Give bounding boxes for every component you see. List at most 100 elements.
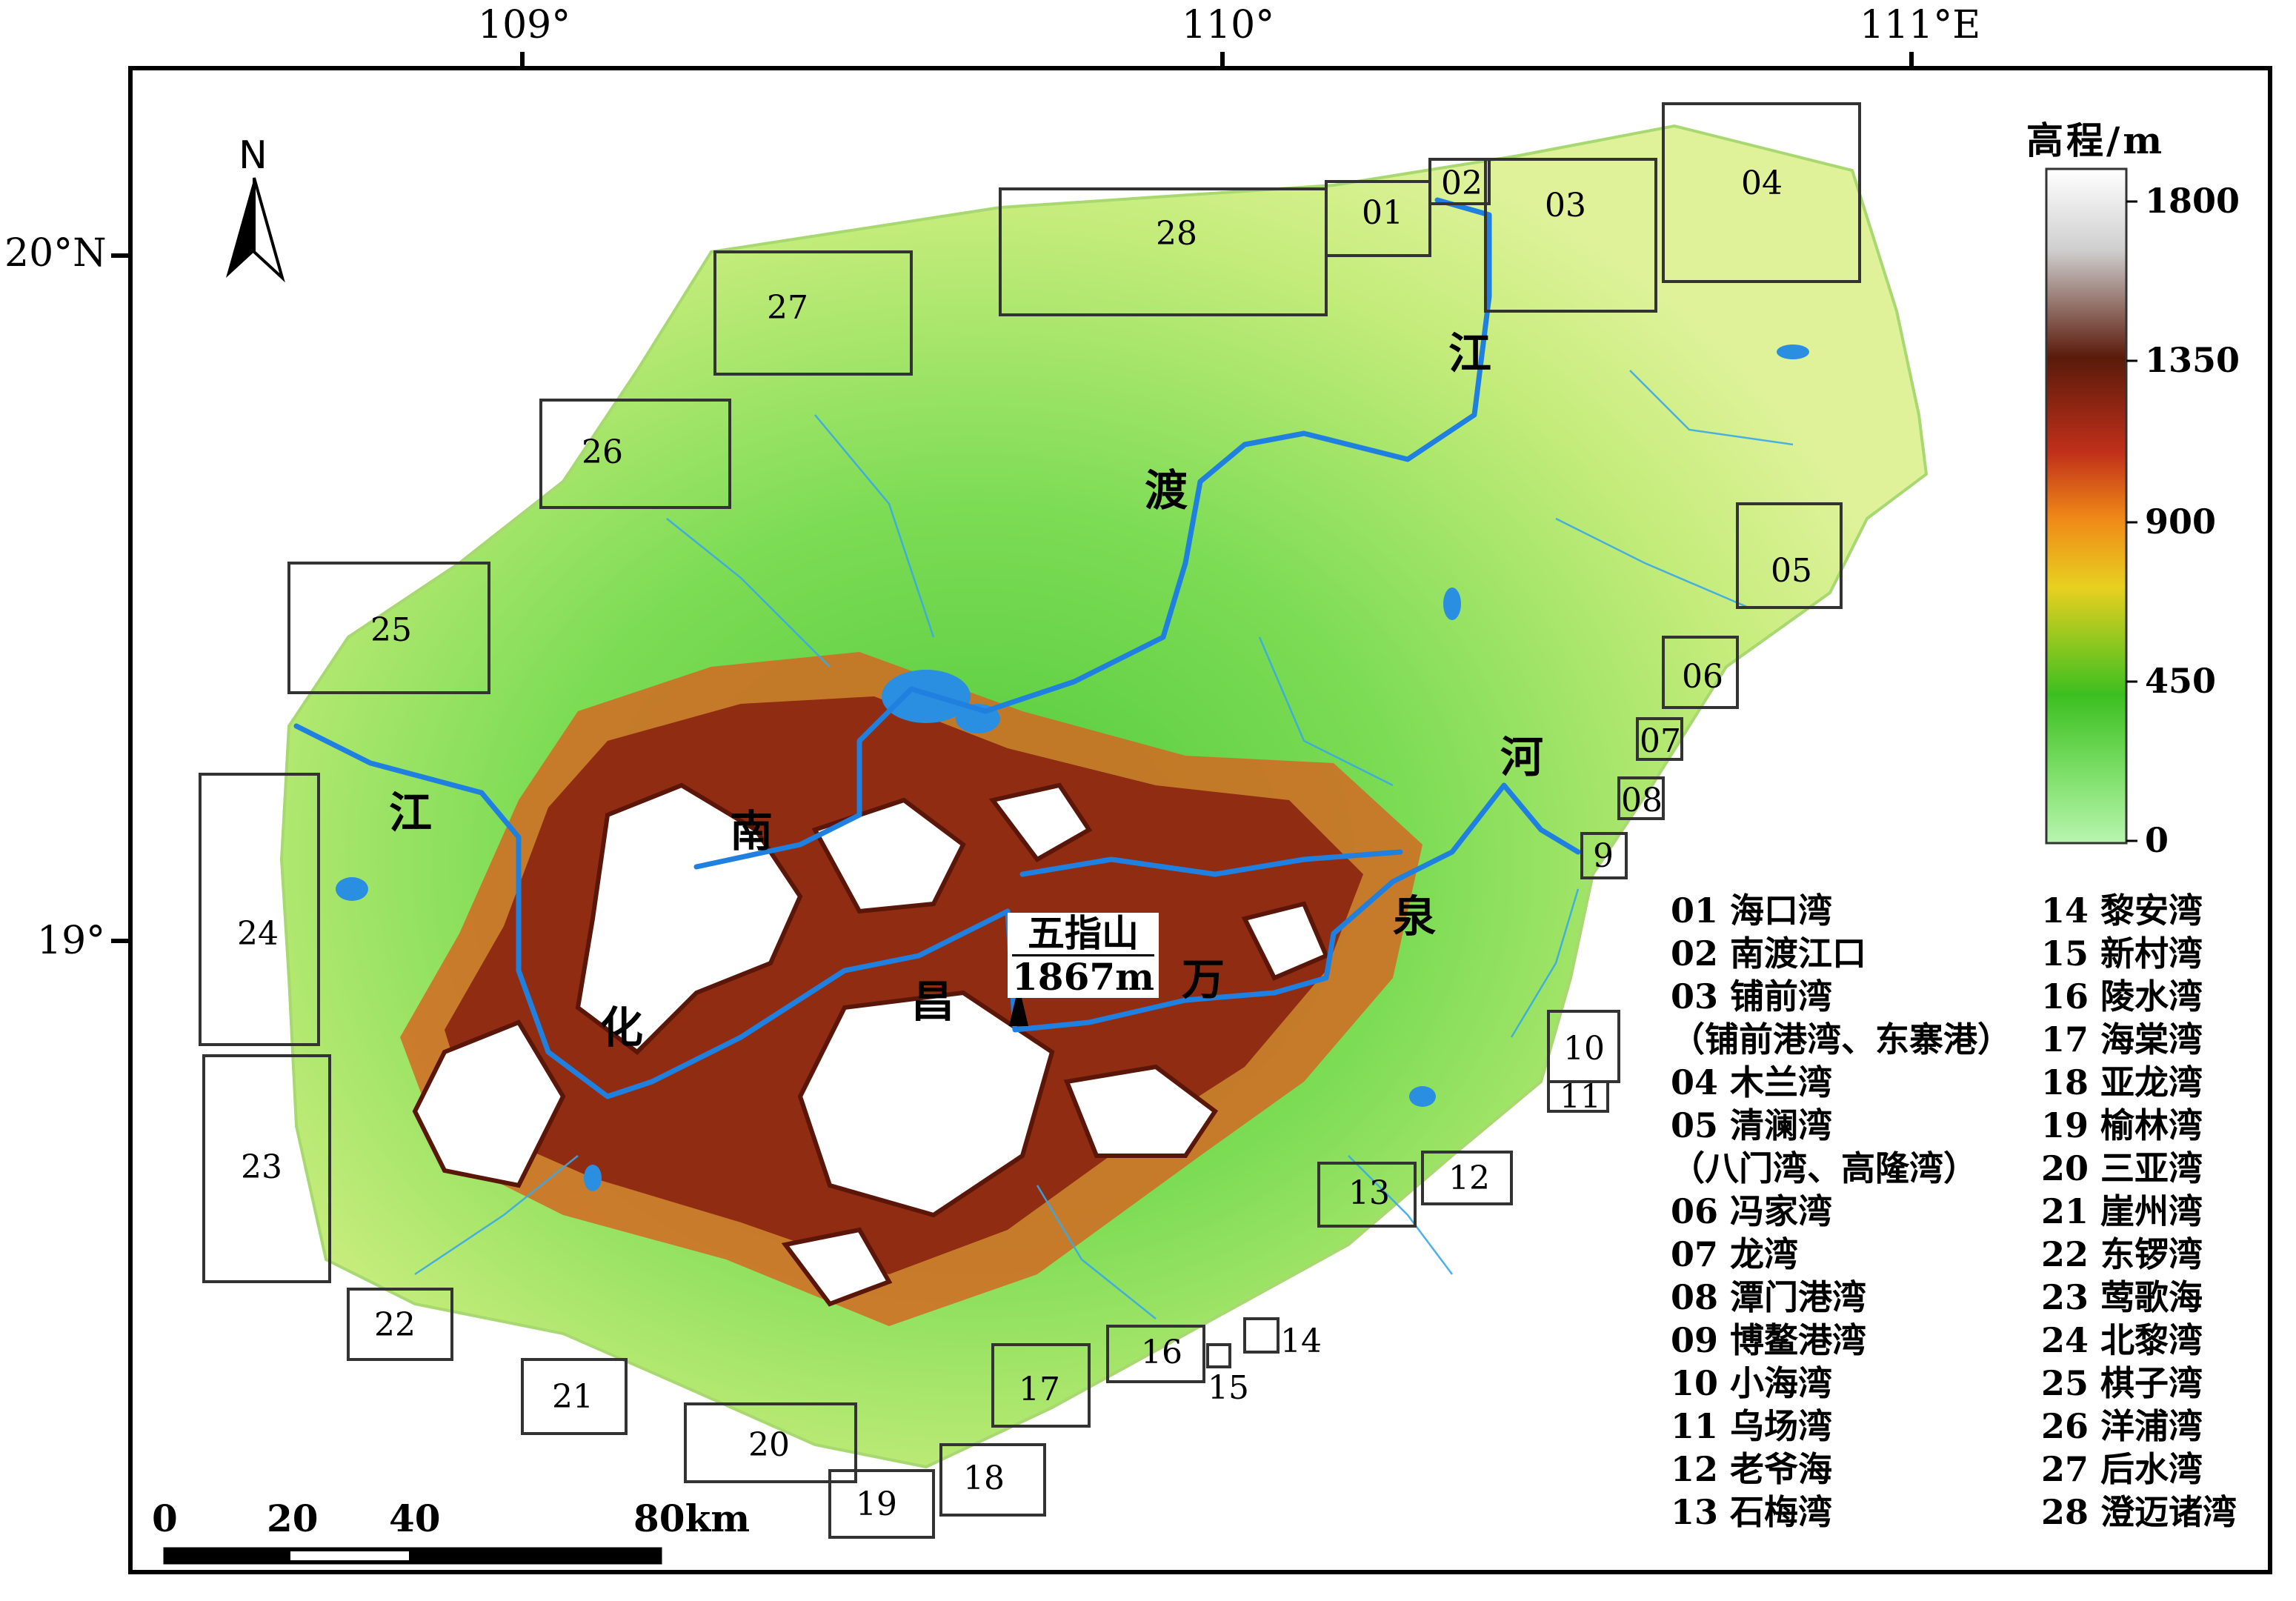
bay-box-20 bbox=[684, 1402, 857, 1483]
bay-box-label-21: 21 bbox=[552, 1378, 593, 1416]
legend-title: 高程/m bbox=[2026, 119, 2166, 162]
bay-box-25 bbox=[287, 562, 490, 694]
scale-label-40: 40 bbox=[389, 1497, 441, 1540]
bay-list-item: 12 老爷海 bbox=[1671, 1449, 1833, 1489]
bay-box-07 bbox=[1636, 717, 1683, 761]
scale-label-80km: 80km bbox=[633, 1497, 751, 1540]
bay-box-label-04: 04 bbox=[1741, 164, 1783, 202]
bay-list-item: 01 海口湾 bbox=[1671, 891, 1833, 931]
lat-label-19: 19° bbox=[37, 919, 106, 963]
bay-box-28 bbox=[999, 187, 1328, 316]
legend-tick-1800: 1800 bbox=[2145, 181, 2240, 221]
bay-box-02 bbox=[1428, 158, 1491, 205]
legend-tick-900: 900 bbox=[2145, 502, 2217, 542]
river-char-hua: 化 bbox=[600, 1002, 644, 1053]
bay-list-item: 15 新村湾 bbox=[2041, 933, 2203, 973]
lon-label-110: 110° bbox=[1182, 3, 1275, 47]
bay-box-label-01: 01 bbox=[1362, 194, 1403, 232]
peak-label: 五指山 1867m bbox=[1008, 913, 1159, 998]
bay-box-16 bbox=[1106, 1325, 1205, 1383]
bay-box-label-12: 12 bbox=[1448, 1159, 1490, 1197]
north-arrow-icon bbox=[226, 177, 285, 283]
bay-box-label-15: 15 bbox=[1208, 1369, 1249, 1407]
bay-list-item: 06 冯家湾 bbox=[1671, 1191, 1833, 1231]
scale-label-20: 20 bbox=[267, 1497, 319, 1540]
bay-box-05 bbox=[1736, 502, 1843, 609]
bay-list-item: 25 棋子湾 bbox=[2041, 1363, 2203, 1403]
bay-list-item: 23 莺歌海 bbox=[2041, 1277, 2203, 1317]
bay-boxes bbox=[199, 102, 1861, 1539]
bay-list-item: 13 石梅湾 bbox=[1671, 1492, 1833, 1532]
bay-list-item: 19 榆林湾 bbox=[2041, 1105, 2203, 1145]
legend-tick-0: 0 bbox=[2145, 820, 2169, 860]
bay-list-item: 05 清澜湾 bbox=[1671, 1105, 1833, 1145]
bay-box-27 bbox=[713, 250, 913, 376]
river-char-du: 渡 bbox=[1145, 465, 1188, 516]
bay-box-label-03: 03 bbox=[1545, 187, 1586, 224]
bay-box-label-9: 9 bbox=[1593, 837, 1614, 875]
bay-list-item: 02 南渡江口 bbox=[1671, 933, 1867, 973]
legend-ticks bbox=[2126, 200, 2137, 842]
bay-box-15 bbox=[1206, 1343, 1231, 1368]
bay-list-item: 16 陵水湾 bbox=[2041, 976, 2203, 1016]
bay-list-item: （铺前港湾、东寨港） bbox=[1671, 1019, 2012, 1059]
lon-label-109: 109° bbox=[478, 3, 571, 47]
bay-box-9 bbox=[1580, 832, 1628, 879]
scale-label-0: 0 bbox=[152, 1497, 178, 1540]
north-label: N bbox=[239, 133, 267, 178]
bay-list-item: 21 崖州湾 bbox=[2041, 1191, 2203, 1231]
river-char-quan: 泉 bbox=[1393, 891, 1437, 942]
bay-box-label-27: 27 bbox=[767, 289, 808, 327]
legend-colorbar bbox=[2045, 167, 2128, 845]
bay-box-14 bbox=[1243, 1317, 1280, 1354]
bay-box-24 bbox=[199, 773, 320, 1046]
bay-box-label-22: 22 bbox=[374, 1306, 416, 1344]
scale-bar bbox=[163, 1547, 662, 1565]
bay-box-label-10: 10 bbox=[1563, 1030, 1605, 1068]
bay-list-item: 24 北黎湾 bbox=[2041, 1320, 2203, 1360]
river-char-chang: 昌 bbox=[911, 976, 955, 1027]
bay-list-item: 20 三亚湾 bbox=[2041, 1148, 2203, 1188]
bay-list-item: 26 洋浦湾 bbox=[2041, 1406, 2203, 1446]
changhua-river bbox=[293, 723, 1011, 1099]
bay-box-label-08: 08 bbox=[1621, 782, 1663, 819]
bay-box-label-06: 06 bbox=[1682, 658, 1723, 696]
bay-box-06 bbox=[1662, 636, 1739, 709]
bay-list-left: 01 海口湾 02 南渡江口 03 铺前湾 （铺前港湾、东寨港） 04 木兰湾 … bbox=[1671, 889, 2012, 1534]
bay-list-item: 04 木兰湾 bbox=[1671, 1062, 1833, 1102]
bay-box-label-23: 23 bbox=[241, 1148, 282, 1186]
lat-label-20n: 20°N bbox=[4, 231, 107, 276]
bay-box-label-16: 16 bbox=[1141, 1334, 1182, 1371]
bay-list-item: 07 龙湾 bbox=[1671, 1234, 1799, 1274]
bay-box-label-25: 25 bbox=[370, 611, 412, 649]
tributaries bbox=[414, 370, 1794, 1319]
bay-box-11 bbox=[1547, 1080, 1609, 1113]
peak-name: 五指山 bbox=[1028, 911, 1139, 955]
bay-box-12 bbox=[1421, 1151, 1513, 1205]
bay-box-label-05: 05 bbox=[1771, 552, 1812, 590]
river-char-jiang-changhua: 江 bbox=[389, 788, 433, 838]
wanquan-upper bbox=[1019, 849, 1403, 877]
bay-list-item: 17 海棠湾 bbox=[2041, 1019, 2203, 1059]
bay-list-item: 09 博鳌港湾 bbox=[1671, 1320, 1867, 1360]
bay-box-19 bbox=[828, 1469, 935, 1539]
bay-box-label-13: 13 bbox=[1348, 1174, 1390, 1212]
nandu-river bbox=[693, 197, 1492, 870]
bay-box-label-26: 26 bbox=[582, 433, 623, 471]
lon-label-111e: 111°E bbox=[1860, 3, 1981, 47]
bay-box-04 bbox=[1662, 102, 1861, 283]
bay-box-22 bbox=[347, 1288, 453, 1361]
bay-box-label-24: 24 bbox=[237, 915, 279, 953]
bay-box-26 bbox=[539, 399, 731, 509]
bay-list-item: 27 后水湾 bbox=[2041, 1449, 2203, 1489]
legend-tick-1350: 1350 bbox=[2145, 340, 2240, 380]
bay-list-item: 03 铺前湾 bbox=[1671, 976, 1833, 1016]
legend-tick-450: 450 bbox=[2145, 661, 2217, 701]
rivers bbox=[293, 197, 1581, 1099]
mountain-peaks bbox=[412, 782, 1329, 1307]
bay-list-item: 10 小海湾 bbox=[1671, 1363, 1833, 1403]
bay-box-21 bbox=[521, 1358, 628, 1435]
bay-box-03 bbox=[1484, 158, 1657, 313]
bay-box-label-18: 18 bbox=[963, 1459, 1005, 1497]
map-frame bbox=[128, 66, 2272, 1574]
